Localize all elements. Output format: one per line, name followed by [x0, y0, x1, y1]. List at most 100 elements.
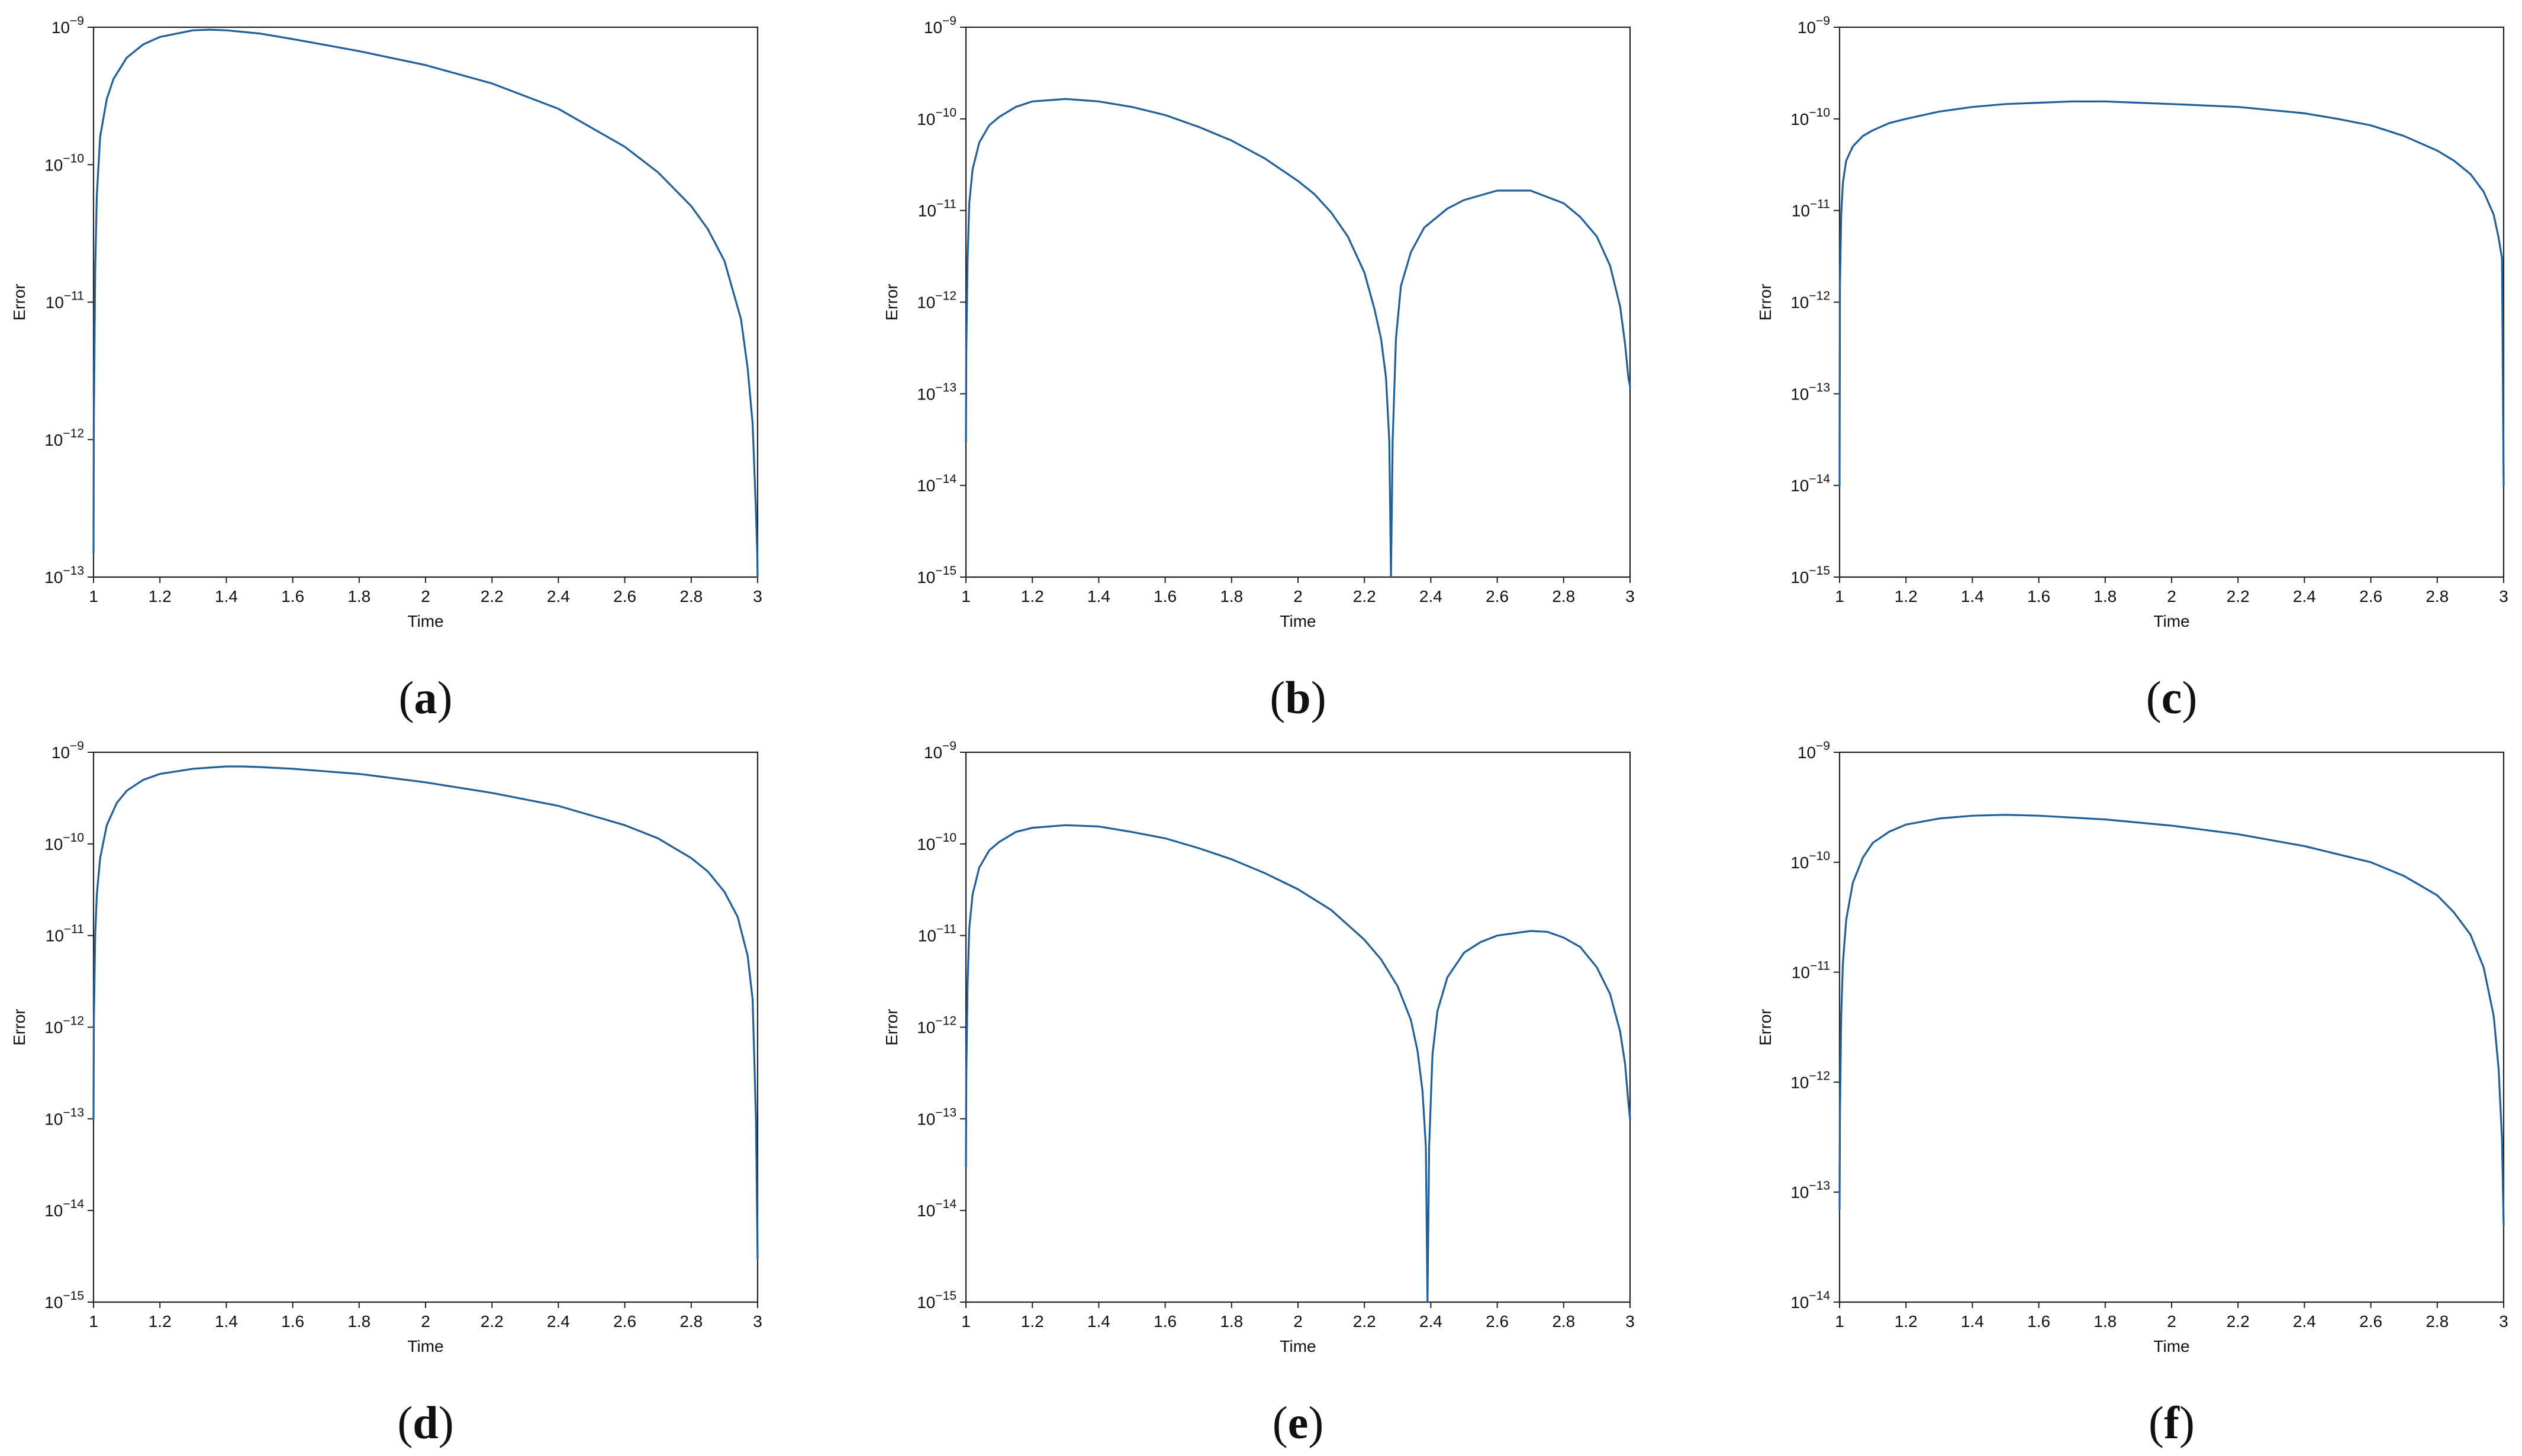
x-tick-label: 3: [753, 587, 762, 605]
y-tick-label: 10−13: [1790, 381, 1830, 403]
y-tick-label: 10−12: [1790, 289, 1830, 312]
chart-panel-e: 1 1.2 1.4 1.6 1.8 2 2.2 2.4 2.6 2.8 3 10−9 10−10 10−1…: [882, 739, 1635, 1448]
panel-caption: (c): [2146, 672, 2198, 723]
y-tick-label: 10−13: [44, 564, 84, 587]
x-tick-label: 2.2: [1353, 1312, 1376, 1331]
x-tick-label: 1.6: [281, 1312, 304, 1331]
x-tick-label: 1.6: [281, 587, 304, 605]
x-tick-label: 1.2: [149, 1312, 172, 1331]
x-tick-label: 1.4: [1087, 1312, 1110, 1331]
x-tick-label: 2.4: [1419, 587, 1442, 605]
y-tick-label: 10−10: [1790, 106, 1830, 128]
error-series-line: [965, 98, 1631, 578]
x-tick-label: 1.4: [1087, 587, 1110, 605]
y-tick-label: 10−10: [44, 152, 84, 174]
y-tick-label: 10−11: [46, 923, 84, 945]
y-tick-label: 10−12: [1790, 1069, 1830, 1091]
x-tick-label: 1: [1835, 1312, 1844, 1331]
x-tick-label: 1.8: [2093, 1312, 2117, 1331]
x-tick-label: 1: [961, 587, 971, 605]
y-tick-label: 10−12: [44, 427, 84, 449]
x-tick-label: 2.8: [1552, 1312, 1575, 1331]
x-tick-label: 2: [2167, 587, 2176, 605]
y-tick-label: 10−15: [1790, 564, 1830, 587]
x-tick-label: 1.4: [1961, 1312, 1984, 1331]
error-series-line: [92, 765, 759, 1259]
x-tick-label: 2.4: [2293, 1312, 2316, 1331]
x-axis-title: Time: [407, 612, 443, 630]
x-tick-label: 1: [89, 587, 98, 605]
x-tick-label: 2.2: [1353, 587, 1376, 605]
x-axis-title: Time: [2153, 1337, 2189, 1355]
x-tick-label: 1.6: [2027, 1312, 2050, 1331]
x-axis-title: Time: [2153, 612, 2189, 630]
error-series-line: [1838, 814, 2505, 1226]
plot-frame: [965, 26, 1631, 578]
y-tick-label: 10−9: [924, 739, 956, 762]
x-tick-label: 2.2: [2227, 1312, 2250, 1331]
y-axis-title: Error: [882, 1009, 901, 1045]
x-tick-label: 3: [1625, 587, 1635, 605]
x-tick-label: 3: [1625, 1312, 1635, 1331]
x-tick-label: 1.2: [1895, 587, 1918, 605]
x-tick-label: 2.6: [613, 587, 636, 605]
x-tick-label: 2: [2167, 1312, 2176, 1331]
panel-caption: (f): [2149, 1397, 2195, 1448]
y-axis-title: Error: [882, 284, 901, 320]
plot-frame: [92, 751, 759, 1303]
y-tick-label: 10−12: [917, 289, 956, 312]
y-tick-label: 10−10: [917, 831, 956, 853]
chart-panel-a: 1 1.2 1.4 1.6 1.8 2 2.2 2.4 2.6 2.8 3 10−9 10−10 10−1…: [10, 14, 762, 723]
y-tick-label: 10−14: [1790, 1289, 1830, 1312]
x-tick-label: 2.2: [481, 1312, 504, 1331]
y-tick-label: 10−9: [51, 14, 84, 37]
x-tick-label: 1.2: [1895, 1312, 1918, 1331]
y-tick-label: 10−11: [46, 289, 84, 312]
x-tick-label: 1.4: [1961, 587, 1984, 605]
y-tick-label: 10−13: [917, 381, 956, 403]
x-tick-label: 1: [961, 1312, 971, 1331]
panel-caption: (e): [1273, 1397, 1324, 1448]
x-tick-label: 1.8: [1220, 587, 1243, 605]
y-axis-title: Error: [10, 284, 28, 320]
x-tick-label: 2.4: [2293, 587, 2316, 605]
y-tick-label: 10−9: [51, 739, 84, 762]
y-tick-label: 10−14: [917, 472, 956, 495]
x-tick-label: 2: [421, 1312, 430, 1331]
chart-panel-d: 1 1.2 1.4 1.6 1.8 2 2.2 2.4 2.6 2.8 3 10−9 10−10 10−1…: [10, 739, 762, 1448]
x-axis-title: Time: [407, 1337, 443, 1355]
y-tick-label: 10−10: [1790, 849, 1830, 872]
y-axis-title: Error: [10, 1009, 28, 1045]
x-tick-label: 1.8: [2093, 587, 2117, 605]
x-tick-label: 2: [421, 587, 430, 605]
x-tick-label: 2.6: [1486, 1312, 1509, 1331]
y-tick-label: 10−14: [917, 1197, 956, 1220]
x-tick-label: 2.6: [613, 1312, 636, 1331]
y-tick-label: 10−11: [1792, 198, 1830, 220]
x-tick-label: 3: [753, 1312, 762, 1331]
chart-panel-b: 1 1.2 1.4 1.6 1.8 2 2.2 2.4 2.6 2.8 3 10−9 10−10 10−1…: [882, 14, 1635, 723]
x-tick-label: 1.2: [1021, 1312, 1044, 1331]
y-tick-label: 10−9: [1798, 14, 1830, 37]
x-tick-label: 2.8: [1552, 587, 1575, 605]
x-tick-label: 2.8: [2426, 587, 2449, 605]
y-tick-label: 10−13: [1790, 1179, 1830, 1201]
error-series-line: [965, 824, 1631, 1303]
x-tick-label: 2.4: [547, 1312, 570, 1331]
x-axis-title: Time: [1280, 1337, 1316, 1355]
x-tick-label: 1.2: [1021, 587, 1044, 605]
x-tick-label: 1.2: [149, 587, 172, 605]
x-tick-label: 1.8: [347, 587, 371, 605]
plot-frame: [1838, 26, 2505, 578]
x-tick-label: 1.8: [347, 1312, 371, 1331]
x-tick-label: 1.4: [215, 587, 238, 605]
x-tick-label: 2.2: [2227, 587, 2250, 605]
error-series-line: [1838, 100, 2505, 487]
x-tick-label: 1.6: [2027, 587, 2050, 605]
x-tick-label: 1.8: [1220, 1312, 1243, 1331]
y-tick-label: 10−15: [917, 564, 956, 587]
x-tick-label: 2: [1293, 1312, 1303, 1331]
y-tick-label: 10−15: [44, 1289, 84, 1312]
